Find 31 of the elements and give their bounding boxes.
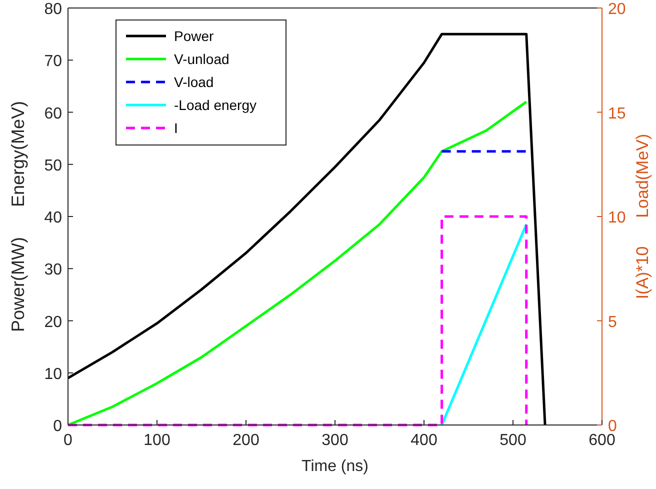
y-tick-label: 0 [53,418,62,435]
x-tick-label: 400 [410,432,438,449]
legend-label: V-load [174,74,214,90]
y-tick-label: 70 [44,53,62,70]
y-axis-title: Power(MW) Energy(MeV) [8,100,28,332]
line-series [66,32,546,426]
legend-label: V-unload [174,51,230,67]
y-tick-label: 50 [44,157,62,174]
x-axis-title: Time (ns) [302,458,368,475]
y-tick-label: 30 [44,262,62,279]
y-tick-label: 20 [44,314,62,331]
y-tick-label: 60 [44,105,62,122]
x-tick-label: 0 [64,432,73,449]
y2-tick-label: 0 [608,418,617,435]
legend-label: I [174,120,178,136]
x-tick-label: 200 [232,432,260,449]
line-series [66,100,528,426]
y2-tick-label: 20 [608,1,626,18]
legend-label: Power [174,28,214,44]
x-tick-label: 600 [588,432,616,449]
y2-tick-label: 5 [608,314,617,331]
y-tick-label: 40 [44,210,62,226]
y2-tick-label: 15 [608,105,626,122]
y2-tick-label: 10 [608,210,626,226]
x-tick-label: 500 [500,432,526,449]
y-tick-label: 10 [44,366,62,383]
legend-label: -Load energy [174,97,257,113]
y2-axis-title: I(A)*10 Load(MeV) [633,134,652,300]
x-tick-label: 300 [322,432,348,449]
x-tick-label: 100 [144,432,170,449]
y-tick-label: 80 [44,1,62,18]
